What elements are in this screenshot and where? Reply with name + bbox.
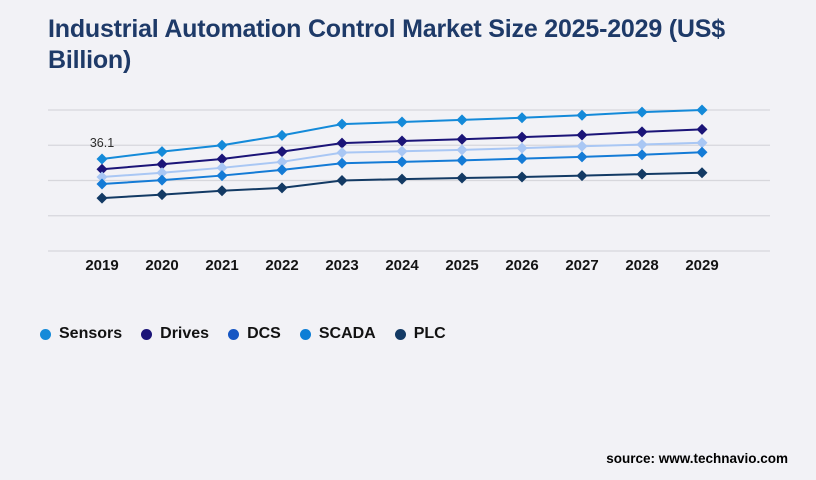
marker-drives-2022 xyxy=(276,146,288,158)
x-tick-label: 2024 xyxy=(385,257,419,274)
chart-legend: Sensors Drives DCS SCADA PLC xyxy=(40,325,446,343)
marker-plc-2020 xyxy=(156,189,168,201)
marker-sensors-2021 xyxy=(216,139,228,151)
legend-item-scada: SCADA xyxy=(299,325,376,343)
marker-sensors-2024 xyxy=(396,116,408,128)
x-tick-label: 2027 xyxy=(565,257,598,274)
marker-scada-2027 xyxy=(576,151,588,163)
x-tick-label: 2021 xyxy=(205,257,238,274)
marker-sensors-2025 xyxy=(456,114,468,126)
x-tick-label: 2023 xyxy=(325,257,358,274)
marker-dcs-2029 xyxy=(696,137,708,149)
marker-scada-2022 xyxy=(276,164,288,176)
marker-drives-2019 xyxy=(96,163,108,175)
marker-drives-2029 xyxy=(696,123,708,135)
marker-scada-2024 xyxy=(396,156,408,168)
legend-label: SCADA xyxy=(318,325,376,342)
marker-sensors-2020 xyxy=(156,146,168,158)
legend-label: Sensors xyxy=(59,325,123,342)
marker-scada-2029 xyxy=(696,146,708,158)
marker-scada-2020 xyxy=(156,174,168,186)
legend-label: PLC xyxy=(413,325,446,342)
marker-plc-2024 xyxy=(396,173,408,185)
legend-item-dcs: DCS xyxy=(228,325,281,343)
legend-item-sensors: Sensors xyxy=(40,325,122,343)
marker-plc-2025 xyxy=(456,172,468,184)
legend-item-plc: PLC xyxy=(394,325,446,343)
x-tick-label: 2022 xyxy=(265,257,298,274)
marker-dcs-2021 xyxy=(216,162,228,174)
legend-label: DCS xyxy=(247,325,281,342)
x-tick-label: 2020 xyxy=(145,257,178,274)
legend-dot-drives xyxy=(141,328,153,340)
marker-sensors-2026 xyxy=(516,112,528,124)
marker-scada-2028 xyxy=(636,149,648,161)
legend-dot-scada xyxy=(299,328,311,340)
marker-drives-2024 xyxy=(396,135,408,147)
marker-plc-2028 xyxy=(636,168,648,180)
marker-scada-2023 xyxy=(336,157,348,169)
legend-label: Drives xyxy=(160,325,210,342)
marker-plc-2022 xyxy=(276,182,288,194)
marker-drives-2020 xyxy=(156,158,168,170)
marker-dcs-2025 xyxy=(456,144,468,156)
data-label: 36.1 xyxy=(90,136,114,150)
marker-drives-2023 xyxy=(336,137,348,149)
legend-item-drives: Drives xyxy=(141,325,209,343)
marker-drives-2027 xyxy=(576,129,588,141)
legend-dot-dcs xyxy=(228,328,240,340)
marker-dcs-2023 xyxy=(336,147,348,159)
x-tick-label: 2019 xyxy=(85,257,118,274)
marker-plc-2026 xyxy=(516,171,528,183)
x-tick-label: 2028 xyxy=(625,257,658,274)
marker-drives-2026 xyxy=(516,131,528,143)
marker-plc-2023 xyxy=(336,175,348,186)
marker-sensors-2022 xyxy=(276,129,288,141)
marker-plc-2019 xyxy=(96,192,108,204)
marker-dcs-2019 xyxy=(96,171,108,183)
marker-sensors-2027 xyxy=(576,109,588,121)
marker-drives-2028 xyxy=(636,126,648,138)
x-tick-label: 2025 xyxy=(445,257,478,274)
marker-scada-2026 xyxy=(516,153,528,165)
marker-plc-2021 xyxy=(216,185,228,197)
marker-drives-2021 xyxy=(216,153,228,165)
marker-sensors-2029 xyxy=(696,104,708,116)
marker-sensors-2019 xyxy=(96,153,108,165)
marker-scada-2025 xyxy=(456,154,468,166)
marker-dcs-2028 xyxy=(636,139,648,151)
page-title: Industrial Automation Control Market Siz… xyxy=(48,15,725,74)
marker-plc-2027 xyxy=(576,170,588,182)
marker-dcs-2027 xyxy=(576,140,588,152)
x-tick-label: 2026 xyxy=(505,257,538,274)
marker-dcs-2024 xyxy=(396,145,408,157)
marker-dcs-2026 xyxy=(516,142,528,154)
marker-drives-2025 xyxy=(456,133,468,145)
marker-scada-2021 xyxy=(216,170,228,182)
legend-dot-plc xyxy=(394,328,406,340)
marker-scada-2019 xyxy=(96,178,108,190)
marker-plc-2029 xyxy=(696,167,708,179)
marker-sensors-2023 xyxy=(336,118,348,130)
x-tick-label: 2029 xyxy=(685,257,718,274)
marker-dcs-2020 xyxy=(156,167,168,179)
source-attribution: source: www.technavio.com xyxy=(606,451,788,466)
marker-dcs-2022 xyxy=(276,156,288,168)
marker-sensors-2028 xyxy=(636,106,648,118)
legend-dot-sensors xyxy=(40,328,51,340)
